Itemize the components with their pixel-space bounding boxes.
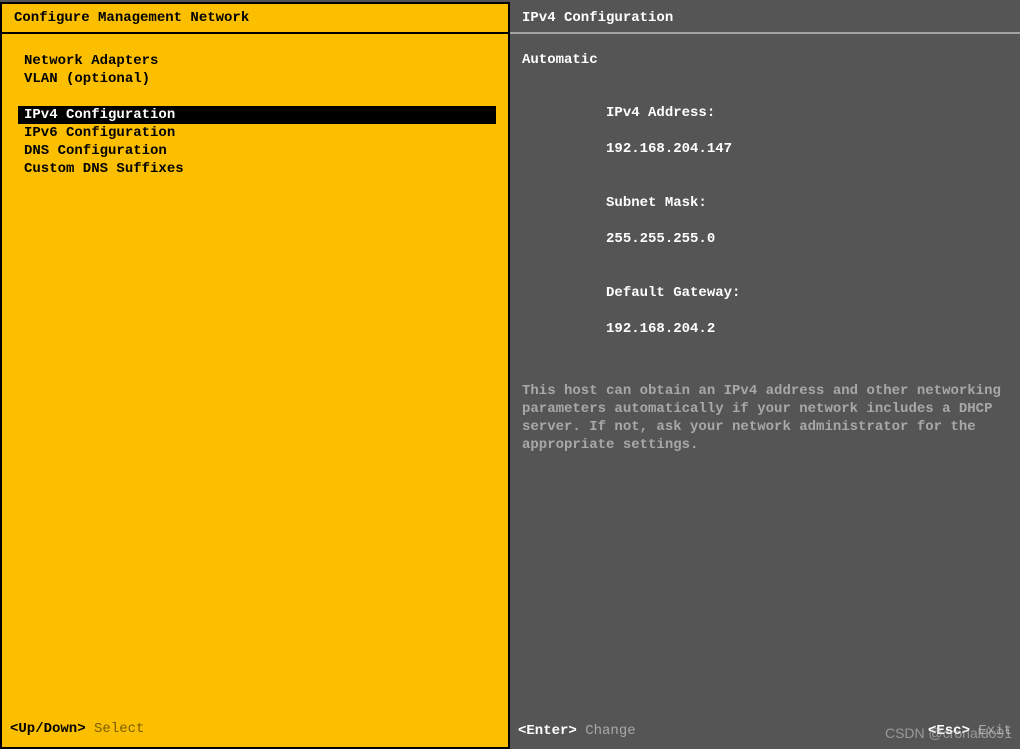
dcui-screen: Configure Management Network Network Ada… (0, 0, 1020, 749)
menu-item-ipv4-configuration[interactable]: IPv4 Configuration (18, 106, 496, 124)
left-panel: Configure Management Network Network Ada… (0, 2, 510, 749)
ipv4-address-label: IPv4 Address: (606, 105, 715, 121)
subnet-mask-value: 255.255.255.0 (606, 231, 715, 247)
menu: Network Adapters VLAN (optional) IPv4 Co… (18, 52, 496, 178)
ipv4-mode: Automatic (522, 52, 1008, 68)
default-gateway-label: Default Gateway: (606, 285, 740, 301)
menu-item-custom-dns-suffixes[interactable]: Custom DNS Suffixes (18, 160, 496, 178)
hint-esc: <Esc> Exit (928, 723, 1012, 739)
hint-updown-label: Select (94, 721, 144, 737)
default-gateway-value: 192.168.204.2 (606, 321, 715, 337)
menu-item-ipv6-configuration[interactable]: IPv6 Configuration (18, 124, 496, 142)
ipv4-description: This host can obtain an IPv4 address and… (522, 382, 1002, 454)
ipv4-address-row: IPv4 Address: 192.168.204.147 (522, 86, 1008, 176)
hint-enter-label: Change (585, 723, 635, 739)
left-footer: <Up/Down> Select (2, 715, 508, 747)
main-area: Configure Management Network Network Ada… (0, 2, 1020, 749)
left-spacer (14, 178, 496, 707)
menu-separator (18, 88, 496, 106)
subnet-mask-label: Subnet Mask: (606, 195, 707, 211)
left-panel-body: Network Adapters VLAN (optional) IPv4 Co… (2, 34, 508, 715)
right-panel-title: IPv4 Configuration (510, 4, 1020, 34)
left-panel-title: Configure Management Network (2, 4, 508, 34)
right-footer: <Enter> Change <Esc> Exit (510, 717, 1020, 749)
hint-enter-key: <Enter> (518, 723, 577, 739)
menu-item-dns-configuration[interactable]: DNS Configuration (18, 142, 496, 160)
default-gateway-row: Default Gateway: 192.168.204.2 (522, 266, 1008, 356)
right-spacer (522, 454, 1008, 709)
subnet-mask-row: Subnet Mask: 255.255.255.0 (522, 176, 1008, 266)
menu-item-vlan[interactable]: VLAN (optional) (18, 70, 496, 88)
hint-enter: <Enter> Change (518, 723, 636, 739)
right-panel: IPv4 Configuration Automatic IPv4 Addres… (510, 2, 1020, 749)
ipv4-address-value: 192.168.204.147 (606, 141, 732, 157)
hint-esc-label: Exit (978, 723, 1012, 739)
right-panel-body: Automatic IPv4 Address: 192.168.204.147 … (510, 34, 1020, 717)
hint-updown-key: <Up/Down> (10, 721, 86, 737)
menu-item-network-adapters[interactable]: Network Adapters (18, 52, 496, 70)
hint-esc-key: <Esc> (928, 723, 970, 739)
